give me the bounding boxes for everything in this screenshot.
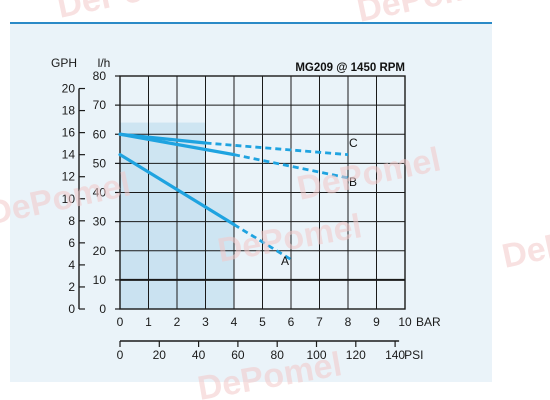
lh-tick-label: 60 <box>93 127 107 141</box>
psi-tick-label: 140 <box>385 348 405 362</box>
gph-tick-label: 2 <box>68 280 75 294</box>
gph-tick-label: 12 <box>62 170 76 184</box>
psi-tick-label: 20 <box>153 348 167 362</box>
gph-tick-label: 6 <box>68 236 75 250</box>
bar-tick-label: 1 <box>145 315 152 329</box>
series-a-solid <box>118 153 236 227</box>
watermark-text: DePomel <box>499 208 550 275</box>
lh-tick-label: 0 <box>99 302 106 316</box>
lh-tick-label: 20 <box>93 244 107 258</box>
lh-tick-label: 50 <box>93 156 107 170</box>
curve-label-c: C <box>349 136 358 150</box>
series-c-solid <box>118 132 208 145</box>
gph-tick-label: 14 <box>62 148 76 162</box>
gph-tick-label: 10 <box>62 192 76 206</box>
series-c-dashed <box>205 141 349 157</box>
psi-tick-label: 0 <box>117 348 124 362</box>
lh-tick-label: 30 <box>93 215 107 229</box>
psi-tick-label: 120 <box>346 348 366 362</box>
bar-tick-label: 3 <box>202 315 209 329</box>
chart-title: MG209 @ 1450 RPM <box>295 62 405 74</box>
gph-tick-label: 8 <box>68 214 75 228</box>
bar-tick-label: 7 <box>316 315 323 329</box>
curve-label-a: A <box>281 254 289 268</box>
psi-tick-label: 60 <box>231 348 245 362</box>
bar-tick-label: 4 <box>231 315 238 329</box>
bar-tick-label: 0 <box>117 315 124 329</box>
watermark-text: DePomel <box>54 0 204 26</box>
psi-tick-label: 40 <box>192 348 206 362</box>
psi-tick-label: 80 <box>271 348 285 362</box>
series-a-dashed <box>233 223 292 261</box>
gph-tick-label: 0 <box>68 302 75 316</box>
watermark-text: DePomel <box>294 140 444 207</box>
gph-axis-title: GPH <box>51 56 77 70</box>
bar-tick-label: 10 <box>398 315 412 329</box>
gph-tick-label: 16 <box>62 126 76 140</box>
bar-tick-label: 5 <box>259 315 266 329</box>
watermark-text: DePomel <box>215 207 365 270</box>
chart-panel <box>10 22 492 382</box>
lh-tick-label: 10 <box>93 273 107 287</box>
bar-tick-label: 8 <box>345 315 352 329</box>
gph-tick-label: 18 <box>62 104 76 118</box>
psi-tick-label: 100 <box>306 348 326 362</box>
watermark-text: DePomel <box>354 0 504 30</box>
bar-axis-title: BAR <box>416 315 441 329</box>
bar-tick-label: 2 <box>174 315 181 329</box>
lh-tick-label: 40 <box>93 186 107 200</box>
lh-tick-label: 80 <box>93 69 107 83</box>
bar-tick-label: 9 <box>373 315 380 329</box>
gph-tick-label: 20 <box>62 82 76 96</box>
lh-axis-title: l/h <box>98 56 111 70</box>
bar-tick-label: 6 <box>288 315 295 329</box>
psi-axis-title: PSI <box>404 348 423 362</box>
gph-tick-label: 4 <box>68 258 75 272</box>
curve-label-b: B <box>349 175 357 189</box>
lh-tick-label: 70 <box>93 98 107 112</box>
